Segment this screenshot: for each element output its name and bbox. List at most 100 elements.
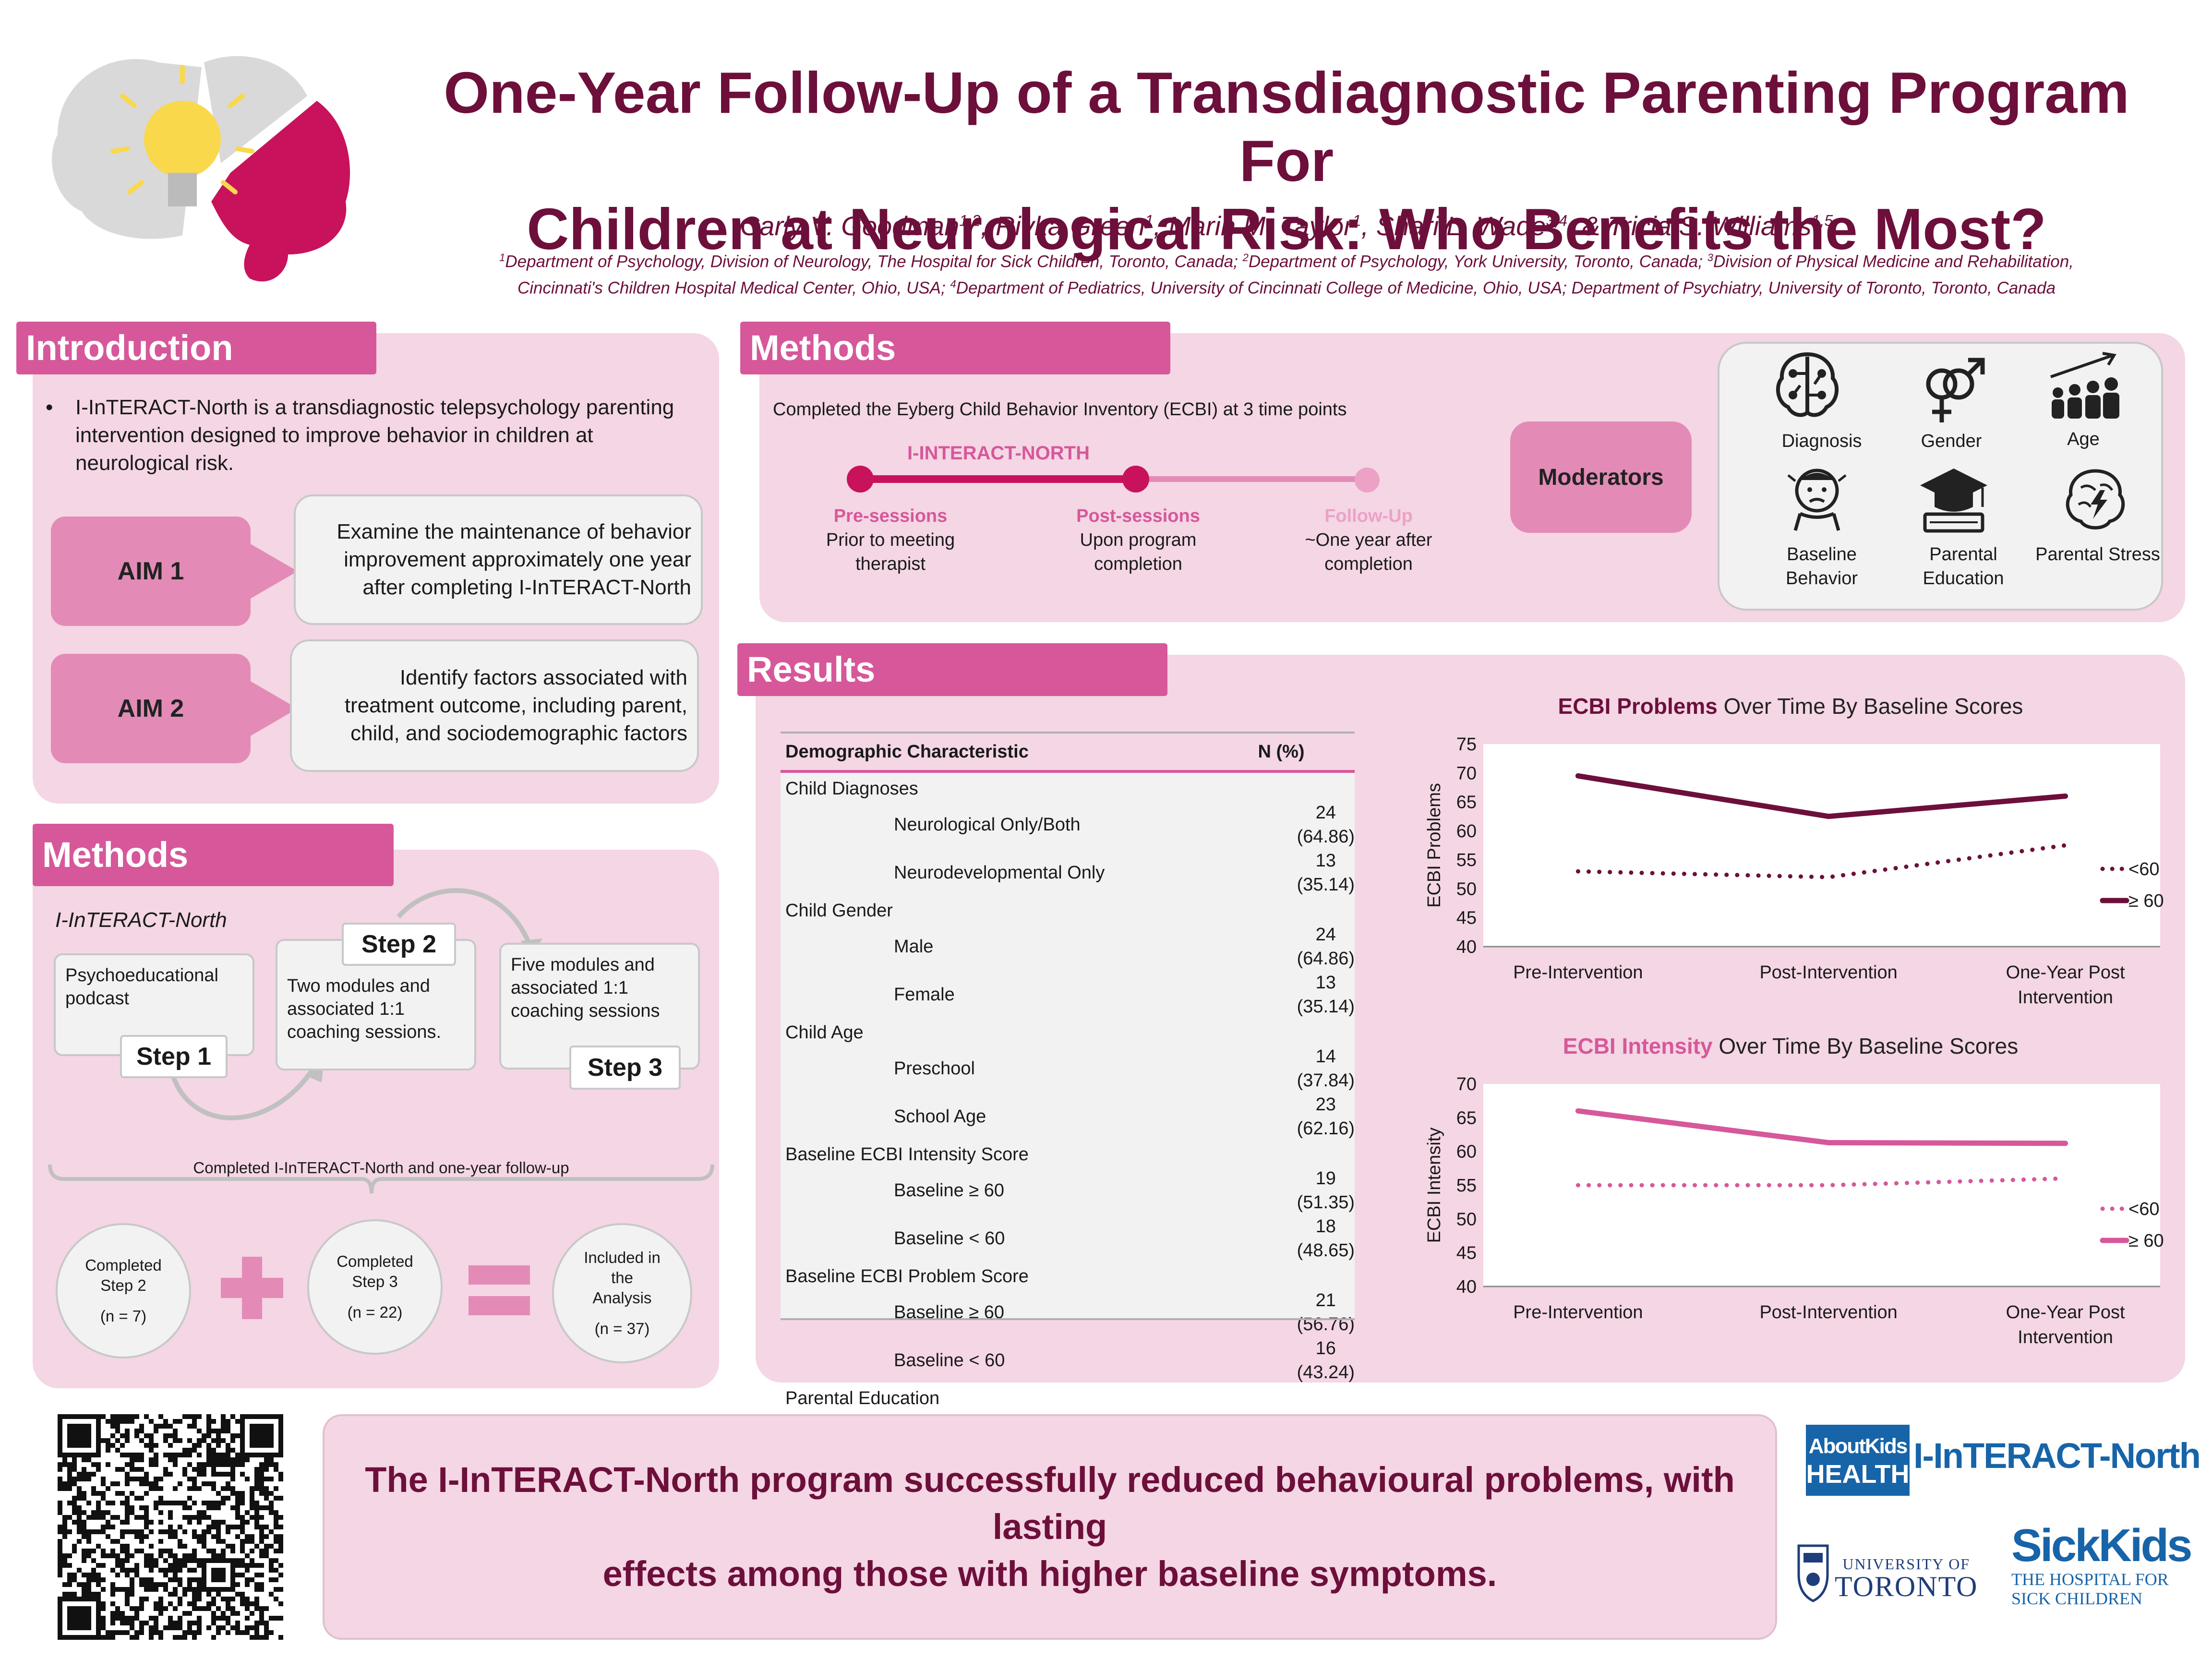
author: Shari L. Wade3,4, & bbox=[1376, 211, 1608, 241]
y-tick-label: 65 bbox=[1456, 1108, 1477, 1128]
graduation-cap-icon bbox=[1920, 469, 1987, 533]
table-cell-characteristic: School Age bbox=[894, 1106, 986, 1127]
table-row: Female 13 (35.14) bbox=[781, 971, 1355, 1019]
people-growth-icon bbox=[2050, 352, 2119, 419]
aim2-label: AIM 2 bbox=[51, 654, 251, 763]
timepoint-post: Post-sessions Upon program completion bbox=[1054, 504, 1222, 576]
timepoint-pre-title: Pre-sessions bbox=[833, 506, 948, 526]
table-cell-n: 16 (43.24) bbox=[1297, 1338, 1355, 1382]
intensity-line-chart: 40 45 50 55 60 65 70 ECBI Intensity Pre-Interven… bbox=[1424, 1074, 2164, 1347]
conclusion-panel: The I-InTERACT-North program successfull… bbox=[323, 1414, 1777, 1640]
author: Rivka Green1, bbox=[995, 211, 1168, 241]
table-row: Baseline < 60 18 (48.65) bbox=[781, 1214, 1355, 1262]
problems-chart-title: ECBI Problems Over Time By Baseline Scor… bbox=[1421, 693, 2160, 719]
circle1-count: (n = 7) bbox=[100, 1307, 147, 1325]
uoft-line1: UNIVERSITY OF bbox=[1842, 1555, 1971, 1573]
series-line bbox=[1575, 1176, 2068, 1188]
included-analysis-circle: Included in the Analysis (n = 37) bbox=[552, 1223, 692, 1363]
circle3-title: Included in the Analysis bbox=[584, 1249, 661, 1307]
intensity-chart-title-bold: ECBI Intensity bbox=[1563, 1034, 1713, 1058]
x-tick-label: Post-Intervention bbox=[1759, 1302, 1897, 1322]
legend-label: <60 bbox=[2128, 859, 2159, 879]
x-tick-label: One-Year Post Intervention bbox=[2006, 1302, 2125, 1347]
brain-lightbulb-logo bbox=[38, 29, 360, 298]
x-tick-label: One-Year Post Intervention bbox=[2006, 962, 2125, 1008]
table-cell-n: 19 (51.35) bbox=[1297, 1168, 1355, 1213]
y-tick-label: 45 bbox=[1456, 1243, 1477, 1263]
results-heading: Results bbox=[737, 643, 1167, 696]
y-tick-label: 50 bbox=[1456, 879, 1477, 899]
uoft-line2: TORONTO bbox=[1835, 1571, 1978, 1602]
y-tick-label: 75 bbox=[1456, 734, 1477, 755]
methods-left-heading: Methods bbox=[33, 824, 394, 886]
y-tick-label: 50 bbox=[1456, 1209, 1477, 1229]
completed-step2-circle: Completed Step 2 (n = 7) bbox=[56, 1223, 191, 1358]
sickkids-wordmark: SickKids bbox=[2011, 1520, 2193, 1571]
timeline-bar-light bbox=[1138, 476, 1368, 482]
plus-icon bbox=[221, 1257, 283, 1319]
aim1-arrow-icon bbox=[250, 543, 298, 599]
interact-north-logo: I-InTERACT-North bbox=[1913, 1436, 2201, 1476]
table-row: Neurological Only/Both 24 (64.86) bbox=[781, 801, 1355, 849]
author-list: Carly V. Goodman1,2, Rivka Green1, Marin… bbox=[432, 210, 2141, 241]
table-cell-characteristic: Child Gender bbox=[785, 901, 893, 921]
aboutkids-health-logo: AboutKids HEALTH bbox=[1806, 1425, 1910, 1496]
y-axis-label: ECBI Problems bbox=[1424, 783, 1444, 908]
table-row: Baseline ≥ 60 21 (56.76) bbox=[781, 1288, 1355, 1336]
bracket-icon bbox=[48, 1164, 714, 1194]
aim1-label: AIM 1 bbox=[51, 517, 251, 626]
aim2-text-box: Identify factors associated with treatme… bbox=[290, 639, 699, 772]
table-cell-n bbox=[1297, 1019, 1355, 1045]
legend-label: <60 bbox=[2128, 1199, 2159, 1219]
table-row: School Age 23 (62.16) bbox=[781, 1093, 1355, 1141]
table-cell-characteristic: Female bbox=[894, 985, 955, 1005]
table-cell-characteristic: Baseline ECBI Problem Score bbox=[785, 1266, 1029, 1286]
table-cell-characteristic: Child Age bbox=[785, 1022, 864, 1043]
table-cell-characteristic: Baseline ECBI Intensity Score bbox=[785, 1144, 1029, 1165]
demographics-table: Demographic Characteristic N (%) Child D… bbox=[781, 732, 1355, 1626]
y-tick-label: 60 bbox=[1456, 1142, 1477, 1162]
timepoint-followup-desc: ~One year after completion bbox=[1305, 530, 1432, 574]
conclusion-line-1: The I-InTERACT-North program successfull… bbox=[365, 1460, 1735, 1547]
table-row: Male 24 (64.86) bbox=[781, 923, 1355, 971]
uoft-crest-icon bbox=[1796, 1536, 1830, 1603]
step2-text: Two modules and associated 1:1 coaching … bbox=[287, 976, 442, 1042]
moderator-parental-education-label: Parental Education bbox=[1923, 544, 2004, 589]
table-cell-characteristic: Baseline < 60 bbox=[894, 1228, 1005, 1249]
timepoint-pre-desc: Prior to meeting therapist bbox=[826, 530, 955, 574]
moderator-gender-label: Gender bbox=[1921, 431, 1982, 451]
table-cell-characteristic: Baseline ≥ 60 bbox=[894, 1180, 1005, 1201]
poster-title: One-Year Follow-Up of a Transdiagnostic … bbox=[394, 59, 2179, 263]
table-row: Baseline < 60 16 (43.24) bbox=[781, 1336, 1355, 1384]
y-tick-label: 45 bbox=[1456, 908, 1477, 928]
table-row: Baseline ECBI Problem Score bbox=[781, 1262, 1355, 1288]
methods-right-heading: Methods bbox=[740, 322, 1170, 374]
uoft-logo: UNIVERSITY OF TORONTO bbox=[1835, 1555, 1978, 1603]
x-tick-label: Post-Intervention bbox=[1759, 962, 1897, 983]
aim1-text: Examine the maintenance of behavior impr… bbox=[337, 520, 691, 599]
circle1-title: Completed Step 2 bbox=[85, 1256, 162, 1294]
timeline-dot-followup bbox=[1355, 468, 1380, 493]
aim1-text-box: Examine the maintenance of behavior impr… bbox=[294, 494, 703, 625]
table-bottom-rule bbox=[781, 1318, 1355, 1320]
stressed-brain-icon bbox=[2066, 469, 2125, 529]
conclusion-line-2: effects among those with higher baseline… bbox=[602, 1554, 1497, 1594]
y-tick-label: 40 bbox=[1456, 937, 1477, 957]
problems-chart-title-rest: Over Time By Baseline Scores bbox=[1717, 694, 2023, 719]
table-cell-characteristic: Neurodevelopmental Only bbox=[894, 863, 1105, 883]
y-tick-label: 70 bbox=[1456, 763, 1477, 783]
table-row: Child Age bbox=[781, 1019, 1355, 1045]
table-cell-n bbox=[1297, 897, 1355, 923]
table-cell-characteristic: Parental Education bbox=[785, 1388, 940, 1408]
moderator-age-label: Age bbox=[2067, 429, 2100, 449]
legend-label: ≥ 60 bbox=[2128, 891, 2164, 911]
timeline-bar-solid bbox=[859, 475, 1138, 483]
table-header-characteristic: Demographic Characteristic bbox=[785, 741, 1029, 762]
step2-label: Step 2 bbox=[342, 923, 456, 966]
timeline-dot-pre bbox=[847, 466, 874, 493]
table-cell-n: 24 (64.86) bbox=[1297, 925, 1355, 969]
table-row: Neurodevelopmental Only 13 (35.14) bbox=[781, 849, 1355, 897]
timepoint-post-desc: Upon program completion bbox=[1080, 530, 1197, 574]
moderators-label: Moderators bbox=[1510, 421, 1692, 533]
table-header: Demographic Characteristic N (%) bbox=[781, 732, 1355, 773]
